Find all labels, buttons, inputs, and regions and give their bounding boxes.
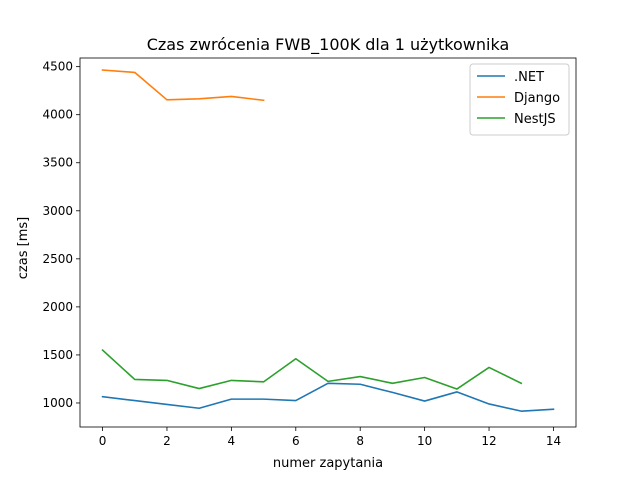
plot-frame <box>79 57 577 428</box>
x-tick-label: 12 <box>481 434 496 448</box>
y-tick-label: 4500 <box>42 60 73 74</box>
chart-title: Czas zwrócenia FWB_100K dla 1 użytkownik… <box>147 35 510 55</box>
x-tick-label: 6 <box>292 434 300 448</box>
series-line-1 <box>101 69 265 102</box>
x-tick-label: 14 <box>546 434 561 448</box>
y-tick-label: 2500 <box>42 252 73 266</box>
y-tick-label: 4000 <box>42 108 73 122</box>
legend: .NET Django NestJS <box>469 63 570 136</box>
x-axis-label: numer zapytania <box>273 456 383 471</box>
x-tick-label: 2 <box>163 434 171 448</box>
y-axis-label: czas [ms] <box>16 217 31 279</box>
y-tick-label: 1500 <box>42 348 73 362</box>
legend-entry-0: .NET <box>514 70 544 85</box>
y-tick-label: 3000 <box>42 204 73 218</box>
x-tick-label: 10 <box>417 434 432 448</box>
y-tick-label: 2000 <box>42 300 73 314</box>
legend-entry-1: Django <box>514 91 560 106</box>
x-tick-label: 0 <box>99 434 107 448</box>
legend-entry-2: NestJS <box>514 112 556 127</box>
x-tick-label: 4 <box>228 434 236 448</box>
plot-area: 0 2 4 6 8 10 12 14 1000 1500 2000 2500 3000 3500 4000 4… <box>42 57 577 448</box>
y-tick-label: 3500 <box>42 156 73 170</box>
series-line-0 <box>101 382 555 412</box>
x-tick-label: 8 <box>356 434 364 448</box>
y-tick-label: 1000 <box>42 396 73 410</box>
series-line-2 <box>101 348 523 390</box>
